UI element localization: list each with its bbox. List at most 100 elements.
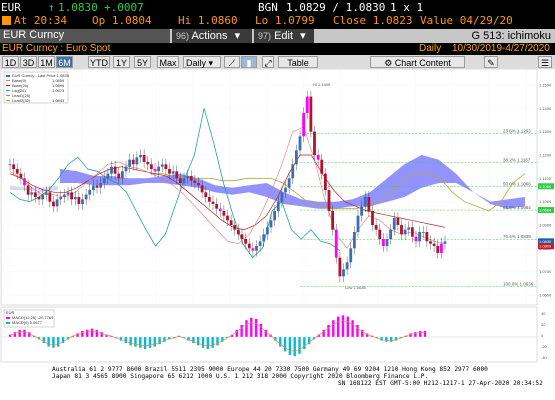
date-range[interactable]: 10/30/2019-4/27/2020: [452, 43, 550, 54]
legend-base26: Base(26): [12, 83, 29, 88]
price-badge-label: 1.0964: [539, 208, 552, 213]
quote-time: At 20:34: [14, 14, 67, 27]
macd-bar: [28, 332, 31, 337]
price-badge: [538, 238, 554, 245]
price-badge-label: 1.0830: [539, 239, 552, 244]
price-tick-label: 1.1300: [539, 129, 552, 134]
candle-body: [414, 236, 418, 242]
edit-menu[interactable]: 97) Edit ▾: [254, 29, 314, 43]
range-button-3d[interactable]: 3D: [20, 56, 37, 68]
macd-bar: [163, 337, 166, 342]
candle-body: [164, 164, 168, 169]
macd-title: EUR: [6, 310, 15, 315]
candle-body: [356, 215, 360, 232]
macd-bar: [23, 329, 26, 337]
candle-body: [381, 239, 385, 246]
macd-tick-label: -40: [541, 355, 548, 360]
expand-icon[interactable]: ⤢: [262, 56, 274, 68]
quote-header-row: EUR ↑ 1.0830 +.0007 BGN 1.0829 / 1.0830 …: [0, 0, 555, 14]
macd-bar: [13, 332, 17, 337]
bid-ask: 1.0829 / 1.0830: [286, 1, 386, 14]
last-price: 1.0830: [58, 1, 98, 14]
price-tick-label: 1.0700: [539, 269, 552, 274]
candle-body: [204, 192, 208, 197]
chart-legend: EUR Curncy - Last Price 1.0830 Base(9) 1…: [3, 71, 70, 104]
candle-body: [30, 192, 34, 195]
candle-body: [48, 192, 52, 202]
macd-bar: [327, 325, 330, 337]
range-button-1m[interactable]: 1M: [38, 56, 55, 68]
candle-body: [110, 166, 113, 174]
candle-body: [363, 197, 367, 207]
macd-bar: [158, 337, 161, 345]
lagging-line: [9, 108, 341, 259]
price-badge-label: 1.0809: [539, 244, 552, 249]
macd-bar: [380, 337, 383, 341]
range-button-6m[interactable]: 6M: [56, 56, 73, 68]
candle-body: [15, 169, 19, 174]
line-chart-icon[interactable]: ⟋: [224, 56, 240, 68]
macd-bar: [124, 337, 128, 343]
range-button-1d[interactable]: 1D: [2, 56, 19, 68]
macd-bar: [390, 337, 393, 342]
footer: Australia 61 2 9777 8600 Brazil 5511 239…: [0, 366, 555, 400]
legend-base26-value: 1.0899: [52, 83, 65, 88]
price-tick-label: 1.1400: [539, 106, 552, 111]
range-button-max[interactable]: Max: [157, 56, 179, 68]
command-bar: EUR Curncy 96) Actions ▾ 97) Edit ▾ G 51…: [0, 29, 555, 43]
settings-icon[interactable]: ☰: [538, 56, 552, 68]
macd-tick-label: 20: [541, 322, 546, 327]
fib-label: 50.0% 1.1066: [503, 181, 531, 186]
candle-body: [8, 164, 12, 166]
chart-content-button[interactable]: ⚙ Chart Content: [370, 56, 465, 68]
range-button-ytd[interactable]: YTD: [88, 56, 110, 68]
macd-bar: [322, 329, 325, 337]
chevron-down-icon: ▾: [234, 30, 241, 42]
ichimoku-chart[interactable]: 23.6% 1.1293 38.2% 1.1167 50.0% 1.1066 61.8…: [0, 69, 555, 366]
table-button[interactable]: Table: [278, 56, 318, 68]
macd-bar: [298, 337, 301, 354]
macd-bar: [119, 337, 123, 341]
frequency-value: Daily: [186, 58, 207, 68]
macd-tick-label: 40: [541, 311, 546, 316]
fib-label: 100.0% 1.0636: [503, 282, 534, 287]
price-source: BGN: [258, 1, 278, 14]
macd-bar: [346, 316, 349, 337]
price-tick-label: 1.1100: [539, 176, 552, 181]
range-button-5y[interactable]: 5Y: [134, 56, 151, 68]
candle-body: [298, 136, 302, 151]
security-field[interactable]: EUR Curncy: [0, 29, 170, 43]
candle-body: [182, 178, 186, 183]
candle-body: [146, 162, 150, 165]
price-tick-label: 1.1200: [539, 153, 552, 158]
candle-body: [88, 190, 92, 195]
legend-swatch-base9: [6, 80, 10, 81]
range-button-1y[interactable]: 1Y: [113, 56, 130, 68]
macd-bar: [288, 337, 292, 355]
macd-bar: [221, 337, 224, 342]
candle-body: [287, 178, 291, 188]
candle-body: [149, 164, 153, 169]
candle-body: [186, 176, 190, 179]
candle-body: [429, 241, 432, 244]
frequency-select[interactable]: Daily ▾: [183, 56, 221, 68]
actions-menu[interactable]: 96) Actions ▾: [172, 29, 252, 43]
candle-body: [19, 173, 23, 179]
candle-body: [178, 178, 182, 183]
candle-chart-icon[interactable]: ▮: [241, 56, 257, 68]
candle-body: [236, 229, 240, 235]
candle-body: [23, 178, 26, 186]
chart-panel[interactable]: 23.6% 1.1293 38.2% 1.1167 50.0% 1.1066 61.8…: [0, 69, 555, 366]
candle-body: [157, 166, 161, 172]
macd-bar: [259, 323, 263, 337]
candle-body: [106, 173, 110, 179]
legend-lag-value: 1.0973: [52, 88, 65, 93]
macd-bar: [235, 329, 239, 337]
candle-body: [265, 227, 269, 235]
macd-bar: [394, 337, 398, 341]
macd-bar: [361, 329, 364, 337]
footer-line-2: Japan 81 3 4565 8900 Singapore 65 6212 1…: [52, 373, 429, 380]
price-tick-label: 1.1500: [539, 83, 552, 88]
edit-pen-icon[interactable]: ✎: [484, 56, 498, 68]
candle-body: [113, 166, 117, 174]
